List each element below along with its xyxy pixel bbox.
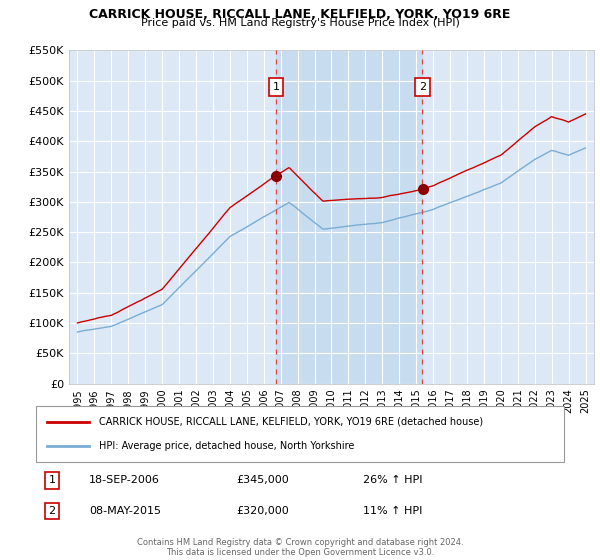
Text: Price paid vs. HM Land Registry's House Price Index (HPI): Price paid vs. HM Land Registry's House … bbox=[140, 18, 460, 29]
Text: 08-MAY-2015: 08-MAY-2015 bbox=[89, 506, 161, 516]
Text: 18-SEP-2006: 18-SEP-2006 bbox=[89, 475, 160, 485]
Bar bbox=[276, 50, 422, 384]
Text: CARRICK HOUSE, RICCALL LANE, KELFIELD, YORK, YO19 6RE (detached house): CARRICK HOUSE, RICCALL LANE, KELFIELD, Y… bbox=[100, 417, 484, 427]
Text: CARRICK HOUSE, RICCALL LANE, KELFIELD, YORK, YO19 6RE: CARRICK HOUSE, RICCALL LANE, KELFIELD, Y… bbox=[89, 8, 511, 21]
FancyBboxPatch shape bbox=[36, 406, 564, 462]
Text: £320,000: £320,000 bbox=[236, 506, 289, 516]
Text: 2: 2 bbox=[419, 82, 426, 92]
Text: 1: 1 bbox=[49, 475, 55, 485]
Text: £345,000: £345,000 bbox=[236, 475, 289, 485]
Text: 11% ↑ HPI: 11% ↑ HPI bbox=[364, 506, 423, 516]
Text: Contains HM Land Registry data © Crown copyright and database right 2024.
This d: Contains HM Land Registry data © Crown c… bbox=[137, 538, 463, 557]
Text: HPI: Average price, detached house, North Yorkshire: HPI: Average price, detached house, Nort… bbox=[100, 441, 355, 451]
Text: 26% ↑ HPI: 26% ↑ HPI bbox=[364, 475, 423, 485]
Text: 2: 2 bbox=[48, 506, 55, 516]
Text: 1: 1 bbox=[272, 82, 280, 92]
